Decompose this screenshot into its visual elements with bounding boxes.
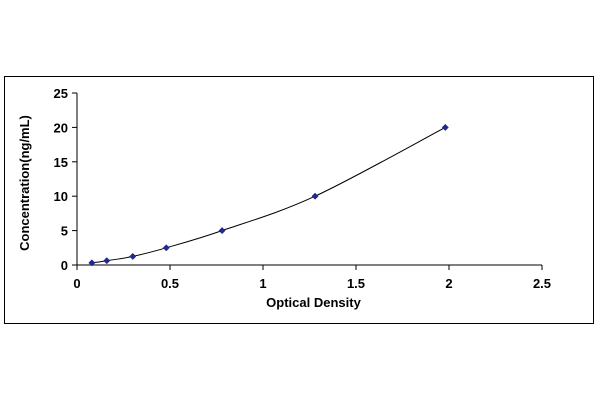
data-point-marker: [311, 192, 319, 200]
data-point-marker: [441, 123, 449, 131]
x-tick-label: 0: [73, 276, 80, 291]
x-tick-label: 2: [445, 276, 452, 291]
y-tick-label: 15: [54, 155, 68, 170]
x-axis-ticks: 0 0.5 1 1.5 2 2.5: [73, 265, 551, 291]
x-tick-label: 2.5: [533, 276, 551, 291]
y-tick-label: 5: [61, 224, 68, 239]
axes: [76, 93, 542, 266]
y-axis-ticks: 0 5 10 15 20 25: [54, 86, 77, 273]
data-points: [88, 123, 449, 267]
chart-frame: 0 0.5 1 1.5 2 2.5 0 5 10 15 20 25 Optical Density …: [4, 76, 594, 324]
y-axis-title: Concentration(ng/mL): [17, 115, 32, 251]
data-point-marker: [103, 257, 111, 265]
trend-curve: [91, 126, 446, 264]
y-tick-label: 20: [54, 120, 68, 135]
y-tick-label: 10: [54, 189, 68, 204]
data-point-marker: [162, 244, 170, 252]
x-axis-title: Optical Density: [266, 295, 361, 310]
y-tick-label: 25: [54, 86, 68, 101]
x-tick-label: 0.5: [161, 276, 179, 291]
data-point-marker: [88, 259, 96, 267]
x-tick-label: 1.5: [347, 276, 365, 291]
y-tick-label: 0: [61, 258, 68, 273]
data-point-marker: [129, 252, 137, 260]
x-tick-label: 1: [259, 276, 266, 291]
data-point-marker: [218, 227, 226, 235]
